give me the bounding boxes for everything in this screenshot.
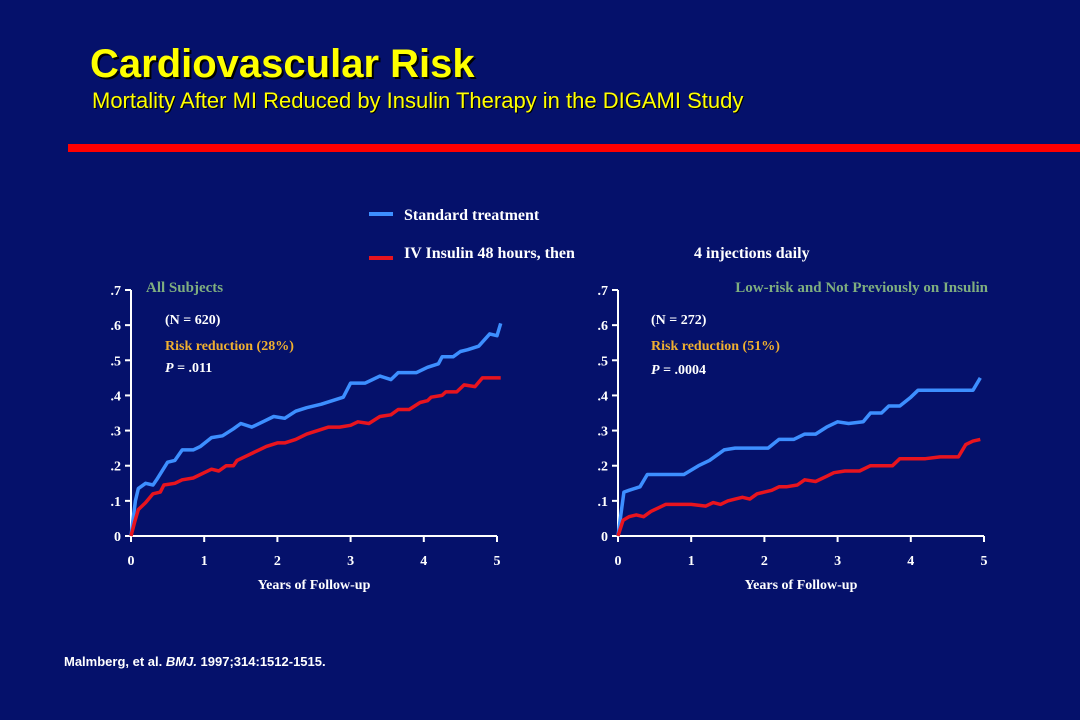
- panel-title: All Subjects: [146, 280, 223, 296]
- x-axis-title: Years of Follow-up: [745, 578, 858, 593]
- n-label: (N = 620): [165, 313, 221, 328]
- legend-label-standard: Standard treatment: [404, 207, 540, 224]
- x-tick-label: 5: [494, 554, 501, 569]
- y-tick-label: .7: [598, 284, 609, 299]
- x-tick-label: 1: [201, 554, 208, 569]
- series-line-standard: [129, 322, 503, 537]
- citation-authors: Malmberg, et al.: [64, 654, 166, 669]
- series-line-standard: [616, 377, 982, 537]
- legend-label-insulin-a: IV Insulin 48 hours, then: [404, 245, 575, 262]
- p-value: = .0004: [660, 363, 706, 378]
- x-tick-label: 3: [347, 554, 354, 569]
- p-value-label: P = .011: [165, 361, 212, 376]
- y-tick-label: .3: [598, 425, 609, 440]
- x-tick-label: 3: [834, 554, 841, 569]
- title-divider: [68, 144, 1080, 152]
- y-tick-label: .7: [111, 284, 122, 299]
- y-tick-label: .2: [598, 460, 609, 475]
- x-tick-label: 0: [615, 554, 622, 569]
- chart-panel-all-subjects: All Subjects (N = 620) Risk reduction (2…: [111, 280, 503, 593]
- x-tick-label: 2: [761, 554, 768, 569]
- y-tick-label: .6: [111, 319, 122, 334]
- risk-reduction-label: Risk reduction (28%): [165, 339, 294, 354]
- y-tick-label: 0: [601, 530, 608, 545]
- y-tick-label: .4: [598, 389, 609, 404]
- panel-title: Low-risk and Not Previously on Insulin: [735, 280, 988, 296]
- citation-details: 1997;314:1512-1515.: [196, 654, 326, 669]
- x-tick-label: 1: [688, 554, 695, 569]
- legend-label-insulin-b: 4 injections daily: [694, 245, 810, 262]
- y-tick-label: .3: [111, 425, 122, 440]
- series-line-insulin: [129, 376, 501, 537]
- legend: Standard treatment IV Insulin 48 hours, …: [369, 207, 810, 262]
- x-tick-label: 0: [128, 554, 135, 569]
- y-tick-label: 0: [114, 530, 121, 545]
- series-line-insulin: [616, 437, 981, 537]
- x-tick-label: 2: [274, 554, 281, 569]
- y-tick-label: .4: [111, 389, 122, 404]
- p-value-label: P = .0004: [651, 363, 706, 378]
- y-tick-label: .6: [598, 319, 609, 334]
- citation-journal: BMJ.: [165, 654, 197, 669]
- citation: Malmberg, et al. BMJ. 1997;314:1512-1515…: [64, 654, 326, 669]
- x-tick-label: 4: [420, 554, 427, 569]
- y-tick-label: .2: [111, 460, 122, 475]
- risk-reduction-label: Risk reduction (51%): [651, 339, 780, 354]
- y-tick-label: .5: [111, 354, 122, 369]
- p-prefix: P: [165, 361, 174, 376]
- y-tick-label: .5: [598, 354, 609, 369]
- chart-panel-low-risk: Low-risk and Not Previously on Insulin (…: [598, 280, 989, 593]
- n-label: (N = 272): [651, 313, 707, 328]
- x-tick-label: 4: [907, 554, 914, 569]
- p-value: = .011: [174, 361, 213, 376]
- x-axis-title: Years of Follow-up: [258, 578, 371, 593]
- x-tick-label: 5: [981, 554, 988, 569]
- page-subtitle: Mortality After MI Reduced by Insulin Th…: [92, 88, 744, 113]
- p-prefix: P: [651, 363, 660, 378]
- page-title: Cardiovascular Risk: [90, 42, 475, 86]
- y-tick-label: .1: [111, 495, 122, 510]
- y-tick-label: .1: [598, 495, 609, 510]
